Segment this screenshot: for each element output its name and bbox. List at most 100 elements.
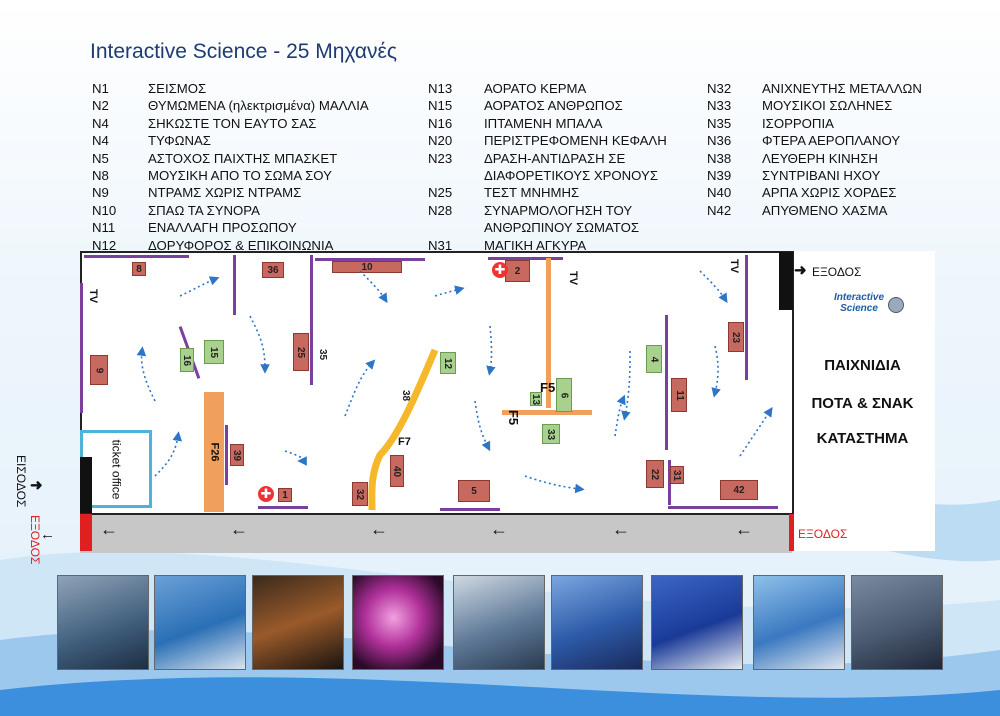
photo-exhibit — [851, 575, 943, 670]
legend-row: ΔΙΑΦΟΡΕΤΙΚΟΥΣ ΧΡΟΝΟΥΣ — [428, 167, 667, 184]
legend-row: N4 ΤΥΦΩΝΑΣ — [92, 132, 369, 149]
legend-name: ΜΟΥΣΙΚΗ ΑΠΟ ΤΟ ΣΩΜΑ ΣΟΥ — [148, 168, 332, 184]
legend-name: ΣΥΝΤΡΙΒΑΝΙ ΗΧΟΥ — [762, 168, 881, 184]
legend-name: ΠΕΡΙΣΤΡΕΦΟΜΕΝΗ ΚΕΦΑΛΗ — [484, 133, 667, 149]
photo-exhibit — [352, 575, 444, 670]
wall — [668, 460, 671, 505]
exhibit-f26: F26 — [204, 392, 224, 512]
legend-row: N36 ΦΤΕΡΑ ΑΕΡΟΠΛΑΝΟΥ — [707, 132, 922, 149]
photo-exhibit — [753, 575, 845, 670]
legend-code: N39 — [707, 168, 732, 184]
label-f7: F7 — [398, 436, 411, 448]
exhibit-23: 23 — [728, 322, 744, 352]
legend-code: N1 — [92, 81, 109, 96]
wall — [310, 255, 313, 385]
exhibit-42: 42 — [720, 480, 758, 500]
entrance-arrow-icon: ➜ — [30, 477, 43, 494]
legend-name: ΙΣΟΡΡΟΠΙΑ — [762, 115, 834, 131]
legend-name: ΔΙΑΦΟΡΕΤΙΚΟΥΣ ΧΡΟΝΟΥΣ — [484, 168, 658, 184]
wall — [80, 283, 83, 413]
legend-column-3: N32 ΑΝΙΧΝΕΥΤΗΣ ΜΕΤΑΛΛΩΝ N33 ΜΟΥΣΙΚΟΙ ΣΩΛΗΝΕ… — [707, 80, 922, 219]
legend-row: N31 ΜΑΓΙΚΗ ΑΓΚΥΡΑ — [428, 237, 667, 254]
legend-row: N12 ΔΟΡΥΦΟΡΟΣ & ΕΠΙΚΟΙΝΩΝΙΑ — [92, 237, 369, 254]
photo-exhibit — [57, 575, 149, 670]
legend-name: ΜΟΥΣΙΚΟΙ ΣΩΛΗΝΕΣ — [762, 98, 893, 114]
exit-marker — [80, 514, 92, 551]
legend-row: N13 ΑΟΡΑΤΟ ΚΕΡΜΑ — [428, 80, 667, 97]
ticket-office: ticket office — [80, 430, 152, 508]
legend-row: N33 ΜΟΥΣΙΚΟΙ ΣΩΛΗΝΕΣ — [707, 97, 922, 114]
legend-name: ΣΕΙΣΜΟΣ — [148, 81, 207, 96]
legend-code — [428, 167, 484, 184]
legend-code: N28 — [428, 202, 453, 218]
exit-corridor — [80, 513, 792, 553]
wall — [258, 506, 308, 509]
legend-code: N36 — [707, 133, 732, 149]
legend-code: N5 — [92, 150, 109, 166]
photo-exhibit — [453, 575, 545, 670]
legend-code: N25 — [428, 185, 453, 201]
legend-row: N32 ΑΝΙΧΝΕΥΤΗΣ ΜΕΤΑΛΛΩΝ — [707, 80, 922, 97]
exhibit-4: 4 — [646, 345, 662, 373]
legend-name: ΤΥΦΩΝΑΣ — [148, 133, 211, 149]
legend-row: N4 ΣΗΚΩΣΤΕ ΤΟΝ ΕΑΥΤΟ ΣΑΣ — [92, 115, 369, 132]
exhibit-36: 36 — [262, 262, 284, 278]
legend-row: N42 ΑΠΥΘΜΕΝΟ ΧΑΣΜΑ — [707, 202, 922, 219]
legend-code — [428, 219, 484, 236]
legend-code: N12 — [92, 237, 117, 253]
legend-column-1: N1 ΣΕΙΣΜΟΣ N2 ΘΥΜΩΜΕΝΑ (ηλεκτρισμένα) ΜΑΛΛΙ… — [92, 80, 369, 254]
interactive-science-logo: Interactive Science — [833, 292, 885, 314]
legend-code: N8 — [92, 168, 109, 184]
exhibit-22: 22 — [646, 460, 664, 488]
entrance-label: ΕΙΣΟΔΟΣ — [14, 455, 28, 508]
exit-bottom-label: ΕΞΟΔΟΣ — [798, 527, 848, 541]
visitor-flow-arrows — [136, 270, 773, 494]
photo-exhibit — [154, 575, 246, 670]
legend-name: ΣΗΚΩΣΤΕ ΤΟΝ ΕΑΥΤΟ ΣΑΣ — [148, 115, 317, 131]
exhibit-40: 40 — [390, 455, 404, 487]
legend-code: N16 — [428, 115, 453, 131]
exit-left-arrow-icon: ← — [40, 526, 55, 543]
legend-column-2: N13 ΑΟΡΑΤΟ ΚΕΡΜΑ N15 ΑΟΡΑΤΟΣ ΑΝΘΡΩΠΟΣ N16 ΙΠΤ… — [428, 80, 667, 254]
legend-code: N32 — [707, 81, 732, 96]
legend-row: N1 ΣΕΙΣΜΟΣ — [92, 80, 369, 97]
legend-code: N35 — [707, 115, 732, 131]
legend-row: N35 ΙΣΟΡΡΟΠΙΑ — [707, 115, 922, 132]
wall — [84, 255, 189, 258]
legend-name: ΦΤΕΡΑ ΑΕΡΟΠΛΑΝΟΥ — [762, 133, 901, 149]
wall — [315, 258, 425, 261]
legend-code: N9 — [92, 185, 109, 201]
legend-row: N25 ΤΕΣΤ ΜΝΗΜΗΣ — [428, 184, 667, 201]
exit-marker — [789, 514, 794, 551]
legend-code: N10 — [92, 202, 117, 218]
legend-row: N2 ΘΥΜΩΜΕΝΑ (ηλεκτρισμένα) ΜΑΛΛΙΑ — [92, 97, 369, 114]
legend-code: N15 — [428, 98, 453, 114]
legend-code: N11 — [92, 220, 116, 236]
legend-name: ΑΝΙΧΝΕΥΤΗΣ ΜΕΤΑΛΛΩΝ — [762, 81, 922, 96]
legend-name: ΔΟΡΥΦΟΡΟΣ & ΕΠΙΚΟΙΝΩΝΙΑ — [148, 237, 334, 253]
entrance-door — [80, 457, 92, 513]
legend-name: ΤΕΣΤ ΜΝΗΜΗΣ — [484, 185, 580, 201]
photo-exhibit — [551, 575, 643, 670]
legend-name: ΑΟΡΑΤΟ ΚΕΡΜΑ — [484, 81, 587, 96]
legend-row: N20 ΠΕΡΙΣΤΡΕΦΟΜΕΝΗ ΚΕΦΑΛΗ — [428, 132, 667, 149]
wall — [440, 508, 500, 511]
legend-name: ΣΠΑΩ ΤΑ ΣΥΝΟΡΑ — [148, 202, 260, 218]
exhibit-8: 8 — [132, 262, 146, 276]
orange-path — [502, 410, 592, 415]
wall — [225, 425, 228, 485]
exhibit-39: 39 — [230, 444, 244, 466]
legend-code: N4 — [92, 115, 109, 131]
legend-row: N28 ΣΥΝΑΡΜΟΛΟΓΗΣΗ ΤΟΥ — [428, 202, 667, 219]
legend-name: ΝΤΡΑΜΣ ΧΩΡΙΣ ΝΤΡΑΜΣ — [148, 185, 302, 201]
exhibit-9: 9 — [90, 355, 108, 385]
legend-name: ΔΡΑΣΗ-ΑΝΤΙΔΡΑΣΗ ΣΕ — [484, 150, 626, 166]
exhibit-1: 1 — [278, 488, 292, 502]
exhibit-25: 25 — [293, 333, 309, 371]
legend-code: N38 — [707, 150, 732, 166]
exhibit-33: 33 — [542, 424, 560, 444]
wall — [745, 255, 748, 380]
exhibit-5: 5 — [458, 480, 490, 502]
exhibit-16: 16 — [180, 348, 194, 372]
exit-top-label: ΕΞΟΔΟΣ — [812, 265, 862, 279]
